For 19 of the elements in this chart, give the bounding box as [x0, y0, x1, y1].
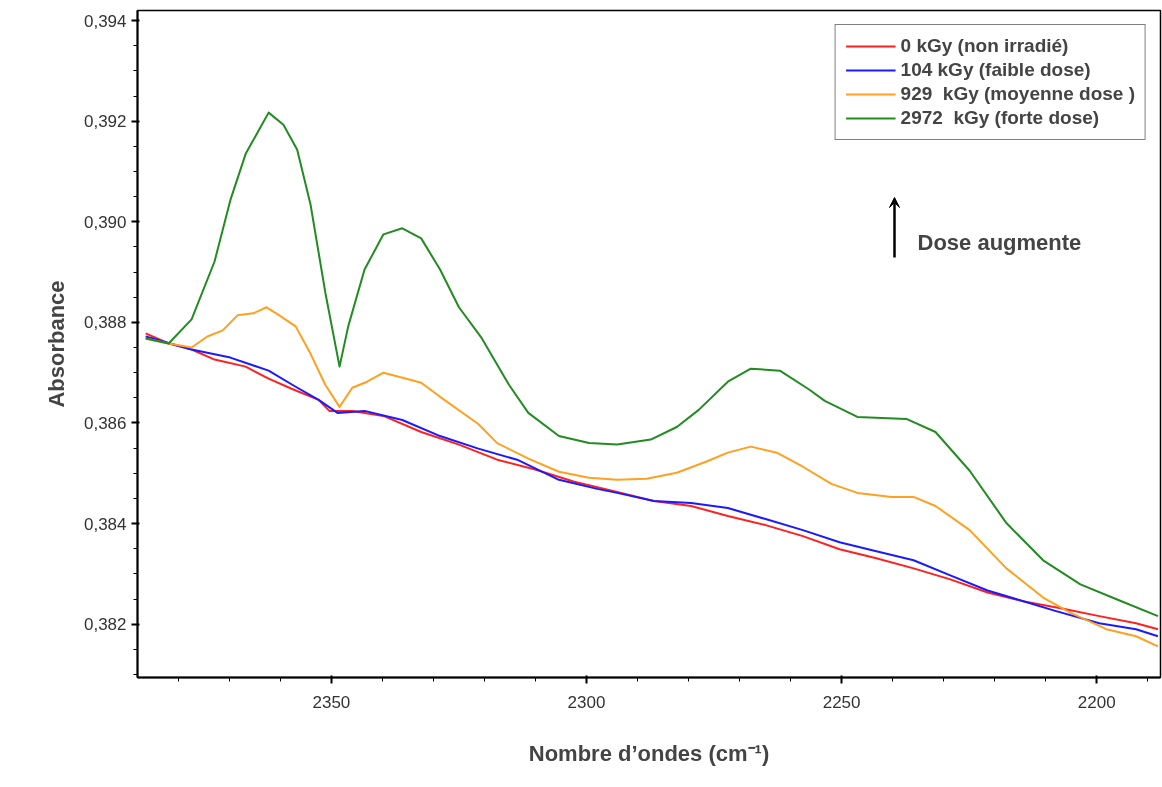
y-tick-label: 0,382: [83, 615, 127, 635]
x-tick-label: 2350: [312, 692, 351, 712]
legend-label: 929 kGy (moyenne dose ): [900, 83, 1135, 105]
legend-label: 104 kGy (faible dose): [900, 59, 1091, 81]
x-tick-label: 2200: [1077, 692, 1116, 712]
x-tick-label: 2300: [567, 692, 606, 712]
y-tick-label: 0,388: [83, 313, 127, 333]
y-tick-label: 0,392: [83, 112, 127, 132]
x-axis-title: Nombre d’ondes (cm⁻¹): [528, 740, 770, 766]
annotation: Dose augmente: [917, 230, 1082, 255]
y-tick-label: 0,384: [83, 514, 127, 534]
y-tick-label: 0,390: [83, 212, 127, 232]
legend-label: 0 kGy (non irradié): [900, 35, 1069, 57]
legend-label: 2972 kGy (forte dose): [900, 107, 1100, 129]
y-axis-title: Absorbance: [43, 280, 69, 408]
line-series: [144, 111, 1159, 618]
y-tick-label: 0,394: [83, 11, 127, 31]
x-tick-label: 2250: [822, 692, 861, 712]
y-tick-label: 0,386: [83, 413, 127, 433]
